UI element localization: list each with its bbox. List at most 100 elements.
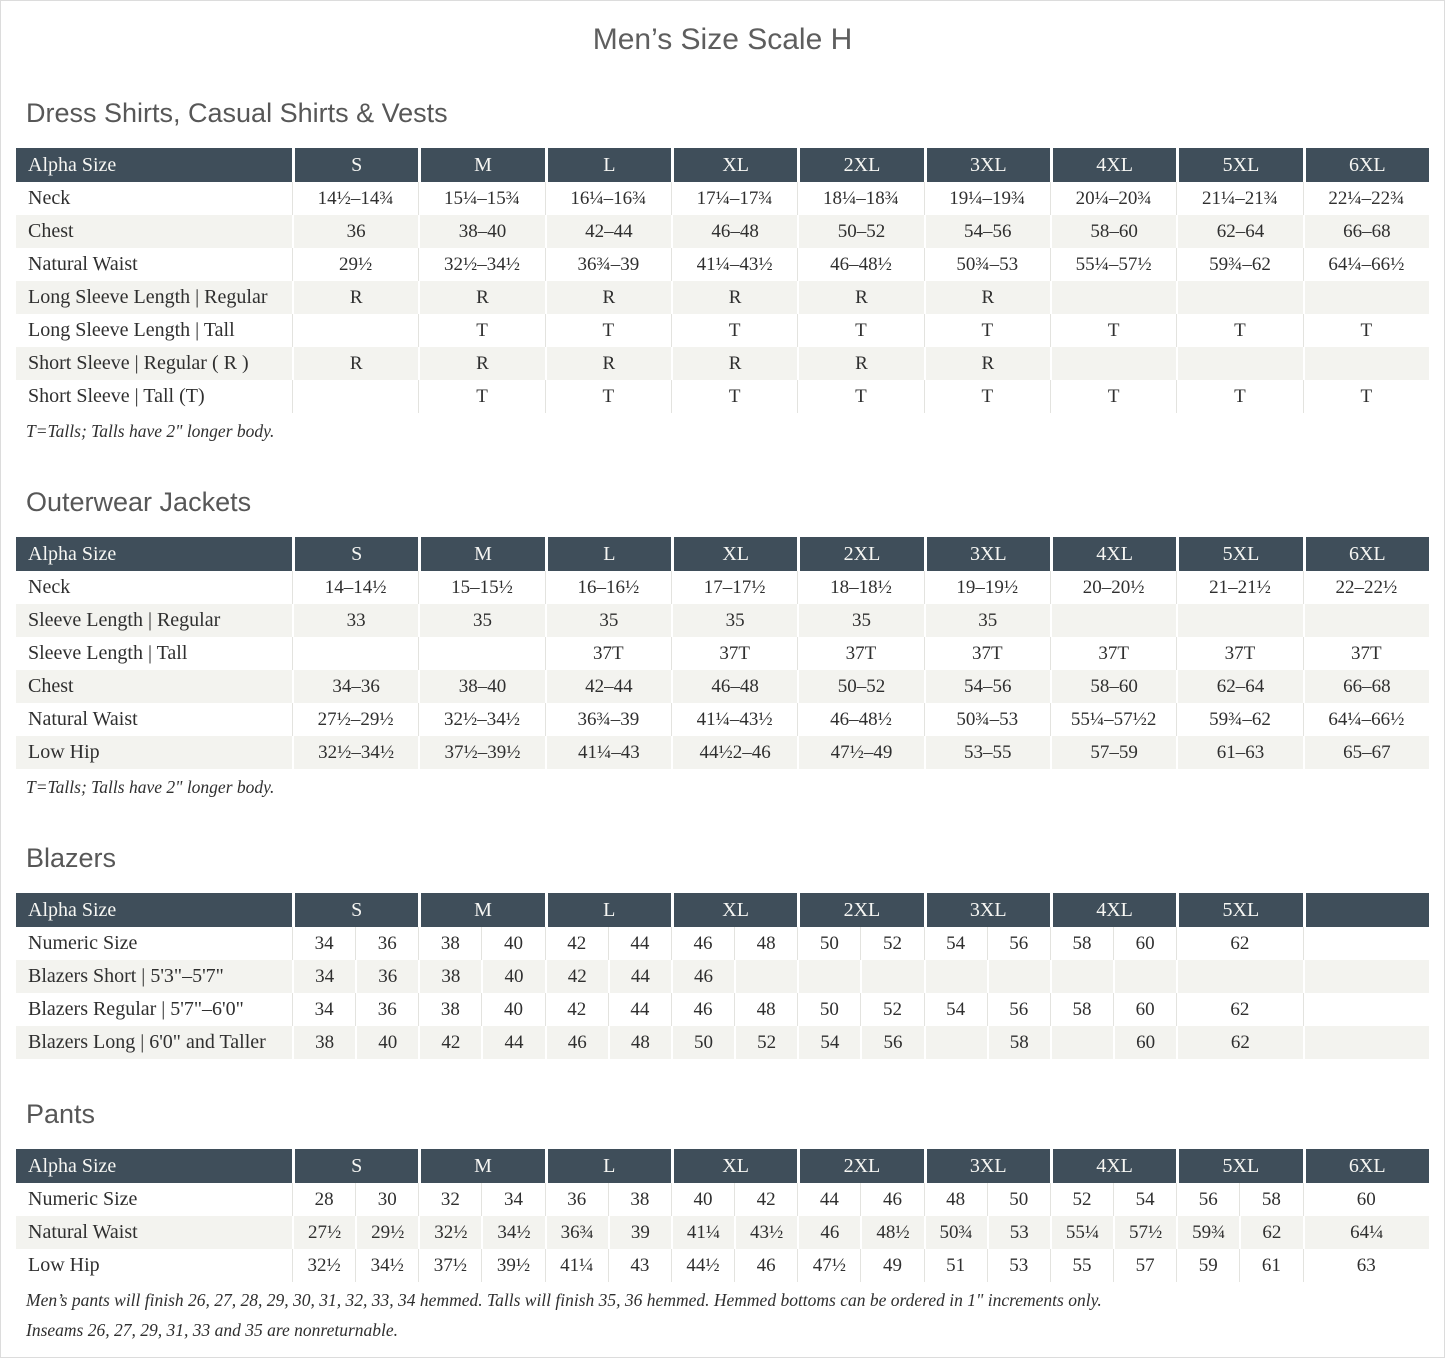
column-header-size: L [544,537,671,571]
size-value [1049,960,1113,993]
size-value: 40 [481,927,544,960]
footnote: T=Talls; Talls have 2" longer body. [26,421,275,441]
row-label: Sleeve Length | Regular [28,609,221,631]
column-header-alpha-size: Alpha Size [16,893,292,927]
size-table-blazers: Alpha Size S M L XL 2XL 3XL 4XL 5XL Numeric Size 3… [16,893,1429,1059]
header-row: Alpha Size S M L XL 2XL 3XL 4XL 5XL 6XL [16,537,1429,571]
size-value [1049,1026,1113,1059]
size-value: 37T [1049,637,1176,670]
table-row: Low Hip 32½ 34½ 37½ 39½ 41¼ 43 44½ 46 47½ 49 51 53 55… [16,1249,1429,1282]
size-value: 37T [544,637,671,670]
size-value [1302,604,1429,637]
size-value: 51 [923,1249,987,1282]
column-header-size: S [292,1149,419,1183]
footnotes-pants: Men’s pants will finish 26, 27, 28, 29, … [16,1289,1429,1342]
size-value: 37T [923,637,1050,670]
size-value [923,960,987,993]
size-value: 18–18½ [797,571,923,604]
size-value [1302,927,1430,960]
size-value: 63 [1302,1249,1430,1282]
size-value: T [1302,380,1429,413]
column-header-alpha-size: Alpha Size [16,537,292,571]
size-value: 50 [797,993,860,1026]
row-label: Blazers Short | 5'3"–5'7" [28,965,224,987]
size-table-outerwear-jackets: Alpha Size S M L XL 2XL 3XL 4XL 5XL 6XL Neck 14–14½… [16,537,1429,769]
size-value [986,960,1050,993]
size-value: T [418,314,544,347]
section-heading-blazers: Blazers [26,843,117,873]
column-header-size: 5XL [1176,1149,1303,1183]
size-value: 30 [355,1183,418,1216]
table-row: Short Sleeve | Tall (T) T T T T T T T T [16,380,1429,413]
size-value: 17¼–17¾ [670,182,797,215]
size-value: 48 [734,927,797,960]
size-value: 43½ [734,1216,797,1249]
size-value: 38 [418,927,481,960]
size-value: 53 [986,1216,1050,1249]
size-value: 47½ [797,1249,860,1282]
column-header-alpha-size: Alpha Size [16,1149,292,1183]
size-value: 60 [1113,1026,1176,1059]
size-value: 54 [1113,1183,1176,1216]
size-value: 19–19½ [923,571,1050,604]
table-row: Natural Waist 27½ 29½ 32½ 34½ 36¾ 39 41¼ 43½ 46 48… [16,1216,1429,1249]
size-value: 35 [544,604,671,637]
size-value: 59 [1176,1249,1239,1282]
size-value: T [544,314,671,347]
size-value: 40 [481,993,544,1026]
size-value: 36 [355,960,418,993]
size-value: 54 [797,1026,860,1059]
size-value: 46–48½ [797,248,923,281]
size-value: 35 [797,604,923,637]
column-header-size: 3XL [923,893,1050,927]
size-value: 42 [734,1183,797,1216]
size-value: 54 [923,927,987,960]
size-value [860,960,923,993]
size-value: R [670,347,797,380]
footnote: T=Talls; Talls have 2" longer body. [26,777,275,797]
size-value: 53–55 [923,736,1050,769]
size-value: 35 [418,604,544,637]
size-value: 59¾–62 [1176,703,1302,736]
size-value: 55¼–57½ [1049,248,1176,281]
size-value: 48½ [860,1216,923,1249]
column-header-size: XL [670,537,798,571]
size-value: 43 [607,1249,671,1282]
column-header-size: 6XL [1302,148,1429,182]
size-value: 62 [1239,1216,1302,1249]
size-value [797,960,860,993]
size-value: 42 [544,993,608,1026]
size-value: 46–48½ [797,703,923,736]
size-value: 27½–29½ [292,703,418,736]
size-value: 58–60 [1049,670,1176,703]
size-value: 36¾–39 [544,703,671,736]
size-value [1302,347,1429,380]
size-value: 60 [1302,1183,1430,1216]
size-value: 32½ [418,1216,481,1249]
section-heading-outerwear-jackets: Outerwear Jackets [26,487,252,517]
size-value: 46–48 [670,215,797,248]
size-value: 48 [607,1026,671,1059]
column-header-size: 4XL [1049,148,1177,182]
column-header-size: 2XL [797,148,924,182]
size-value: T [670,380,797,413]
page-title: Men’s Size Scale H [592,23,853,56]
column-header-size: M [418,893,545,927]
size-value: 62 [1176,927,1302,960]
size-value: 36 [544,1183,608,1216]
footnotes-dress-shirts: T=Talls; Talls have 2" longer body. [16,420,1429,443]
size-value: 18¼–18¾ [797,182,923,215]
size-value: 50¾ [923,1216,987,1249]
column-header-size: 4XL [1049,893,1177,927]
size-value: 34–36 [292,670,418,703]
size-value: 39 [607,1216,671,1249]
size-value: 56 [860,1026,923,1059]
row-label: Numeric Size [28,1188,138,1210]
size-value [1176,604,1302,637]
size-value: T [923,380,1050,413]
size-value: 42 [544,960,608,993]
column-header-size: 2XL [797,537,924,571]
size-value: 56 [986,993,1050,1026]
size-value: 50 [986,1183,1050,1216]
table-row: Chest 36 38–40 42–44 46–48 50–52 54–56 58–60 62–… [16,215,1429,248]
